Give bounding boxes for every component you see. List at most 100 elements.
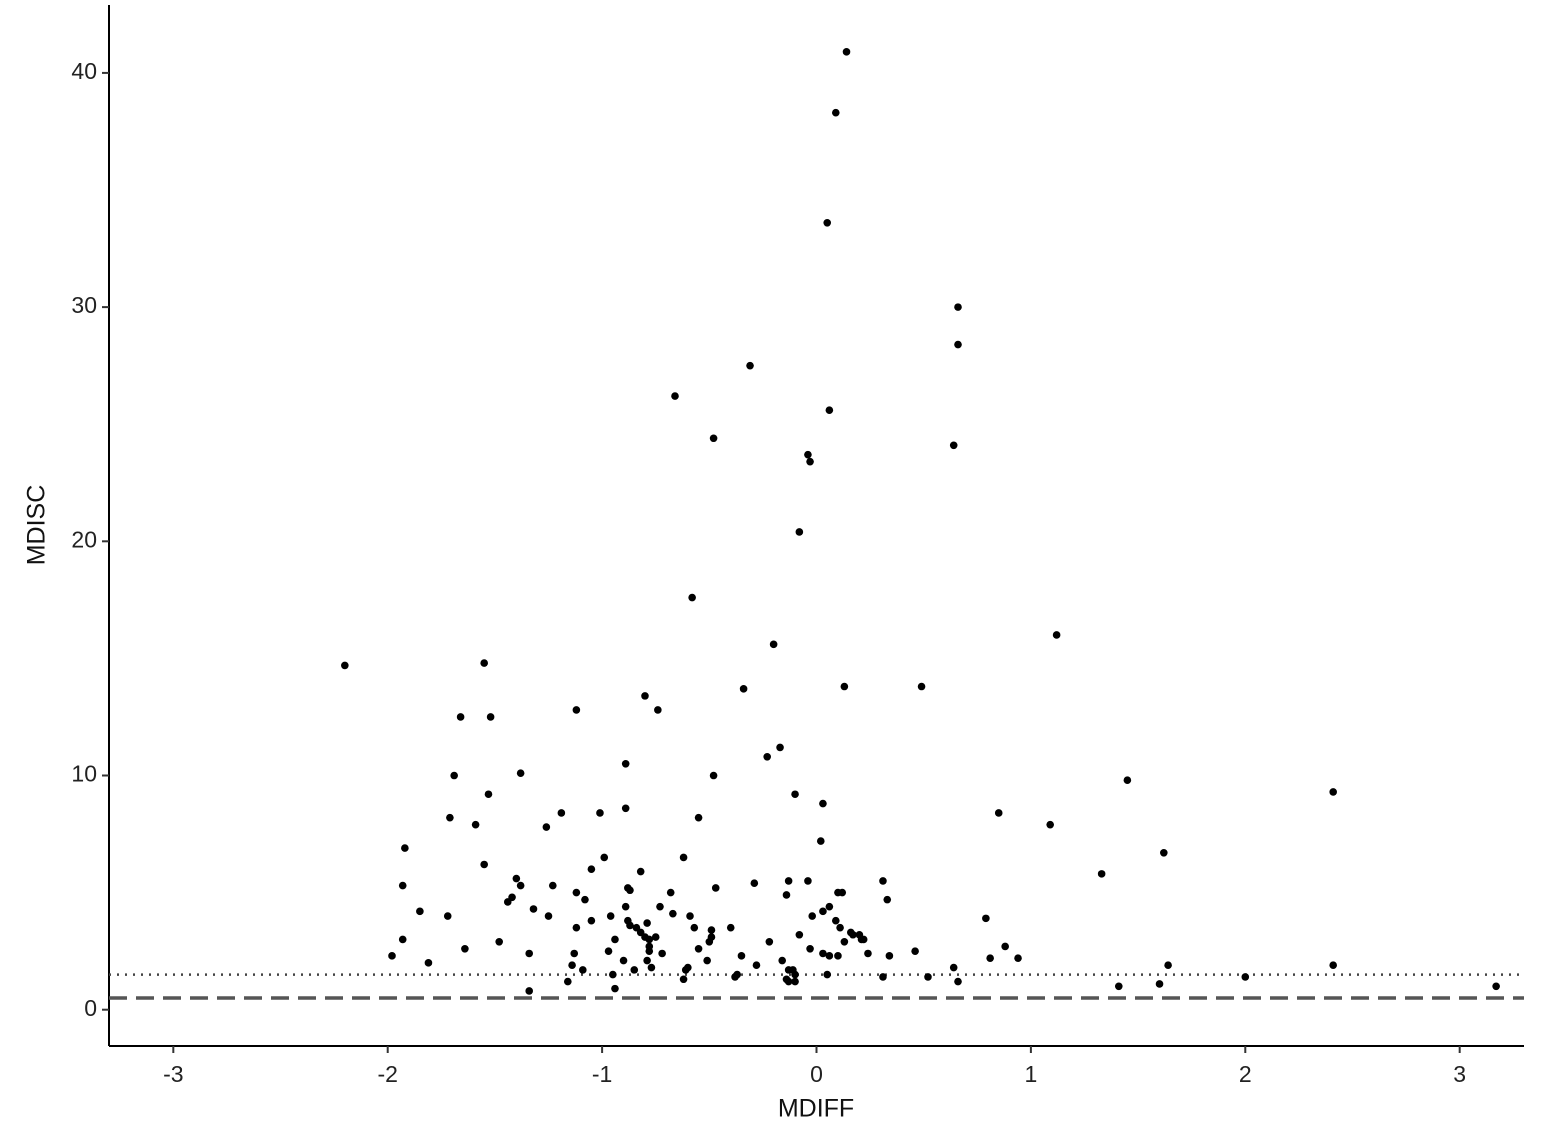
y-tick-label: 0 bbox=[84, 995, 97, 1021]
point bbox=[819, 907, 827, 916]
point bbox=[879, 973, 887, 981]
point bbox=[1160, 848, 1168, 857]
point bbox=[671, 392, 679, 400]
point bbox=[611, 984, 619, 993]
point bbox=[731, 973, 739, 981]
point bbox=[1001, 942, 1009, 951]
point bbox=[579, 966, 587, 974]
point bbox=[688, 593, 696, 602]
point bbox=[654, 706, 662, 714]
point bbox=[544, 912, 553, 920]
point bbox=[838, 888, 847, 897]
point bbox=[784, 877, 793, 885]
point bbox=[542, 823, 551, 831]
point bbox=[570, 949, 579, 958]
point bbox=[516, 769, 525, 777]
point bbox=[626, 886, 634, 895]
point bbox=[609, 970, 617, 979]
x-tick-label: 3 bbox=[1453, 1061, 1466, 1087]
point bbox=[630, 966, 639, 974]
point bbox=[849, 930, 857, 939]
point bbox=[443, 912, 452, 920]
point bbox=[686, 912, 694, 920]
point bbox=[825, 406, 834, 414]
point bbox=[994, 809, 1003, 817]
point bbox=[643, 956, 651, 965]
point bbox=[679, 853, 688, 862]
point bbox=[643, 919, 651, 927]
point bbox=[587, 916, 596, 925]
point bbox=[604, 947, 613, 955]
point bbox=[572, 888, 581, 897]
x-tick-label: 2 bbox=[1239, 1061, 1252, 1087]
point bbox=[480, 659, 488, 667]
point bbox=[480, 860, 488, 869]
point bbox=[831, 108, 840, 117]
point bbox=[1097, 870, 1106, 878]
point bbox=[840, 937, 849, 946]
point bbox=[763, 752, 771, 761]
point bbox=[819, 799, 827, 808]
point bbox=[666, 888, 675, 897]
point bbox=[804, 450, 812, 459]
x-tick-label: 1 bbox=[1024, 1061, 1037, 1087]
y-tick-label: 10 bbox=[71, 761, 97, 787]
point bbox=[825, 952, 834, 960]
point bbox=[769, 640, 778, 649]
point bbox=[982, 914, 990, 923]
point bbox=[791, 977, 799, 986]
point bbox=[1052, 631, 1061, 639]
point bbox=[529, 905, 538, 913]
point bbox=[606, 912, 615, 920]
point bbox=[572, 706, 581, 714]
point bbox=[808, 912, 817, 920]
point bbox=[669, 909, 677, 918]
point bbox=[621, 759, 630, 768]
x-tick-label: -1 bbox=[592, 1061, 612, 1087]
point bbox=[765, 937, 774, 946]
point bbox=[461, 945, 469, 953]
x-tick-label: 0 bbox=[810, 1061, 823, 1087]
point bbox=[834, 952, 842, 960]
point bbox=[679, 975, 688, 984]
point bbox=[1492, 982, 1500, 991]
point bbox=[795, 930, 804, 939]
point bbox=[705, 937, 714, 946]
point bbox=[823, 970, 832, 979]
point bbox=[825, 902, 834, 911]
point bbox=[885, 952, 894, 960]
point bbox=[1329, 788, 1337, 796]
x-axis-title: MDIFF bbox=[778, 1095, 854, 1123]
point bbox=[750, 879, 759, 888]
point bbox=[694, 813, 703, 822]
point bbox=[709, 771, 718, 780]
point bbox=[621, 902, 630, 911]
point bbox=[645, 935, 654, 944]
point bbox=[694, 945, 703, 953]
point bbox=[456, 713, 465, 721]
point bbox=[1164, 961, 1172, 970]
point bbox=[651, 933, 660, 941]
point bbox=[564, 977, 572, 986]
point bbox=[525, 949, 534, 958]
point bbox=[954, 977, 962, 986]
point bbox=[548, 881, 557, 890]
point bbox=[954, 340, 962, 349]
point bbox=[709, 434, 718, 443]
y-axis-title: MDISC bbox=[23, 485, 51, 566]
point bbox=[341, 661, 349, 670]
point bbox=[398, 935, 407, 944]
point bbox=[1046, 820, 1054, 829]
point bbox=[525, 987, 534, 995]
point bbox=[424, 959, 433, 967]
point bbox=[647, 963, 656, 972]
point bbox=[495, 937, 503, 946]
point bbox=[471, 820, 480, 829]
y-tick-label: 40 bbox=[71, 58, 97, 84]
point bbox=[401, 844, 409, 852]
point bbox=[1329, 961, 1337, 970]
point bbox=[503, 898, 512, 906]
point bbox=[621, 804, 630, 813]
point bbox=[636, 867, 645, 876]
